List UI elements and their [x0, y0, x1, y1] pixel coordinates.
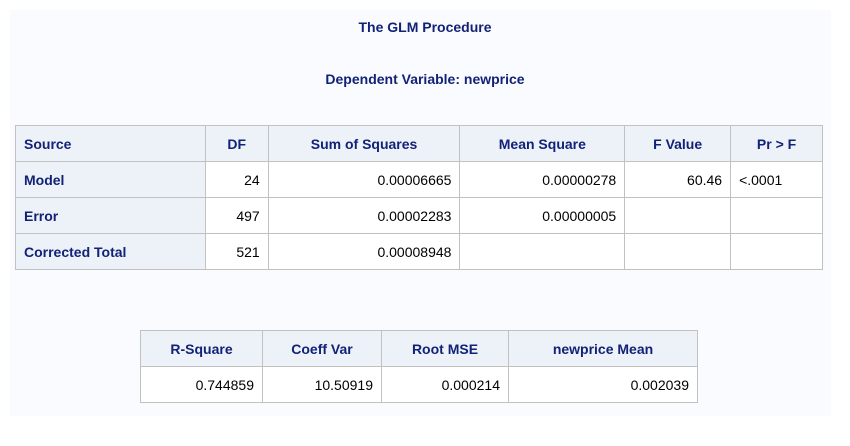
cell-sum-of-squares: 0.00006665	[267, 161, 461, 198]
anova-header-row: Source DF Sum of Squares Mean Square F V…	[15, 125, 823, 162]
cell-r-square: 0.744859	[140, 366, 263, 403]
header-root-mse: Root MSE	[381, 330, 509, 367]
cell-f-value	[624, 233, 732, 270]
header-df: DF	[204, 125, 269, 162]
header-source: Source	[15, 125, 206, 162]
cell-df: 497	[204, 197, 269, 234]
table-row: 0.744859 10.50919 0.000214 0.002039	[140, 366, 698, 403]
cell-sum-of-squares: 0.00008948	[267, 233, 461, 270]
cell-f-value: 60.46	[624, 161, 732, 198]
anova-table: Source DF Sum of Squares Mean Square F V…	[15, 125, 823, 270]
dependent-variable-title: Dependent Variable: newprice	[325, 71, 525, 87]
header-r-square: R-Square	[140, 330, 263, 367]
cell-df: 24	[204, 161, 269, 198]
cell-root-mse: 0.000214	[381, 366, 509, 403]
cell-pr-f	[730, 197, 823, 234]
cell-mean-square: 0.00000005	[459, 197, 626, 234]
table-row: Error 497 0.00002283 0.00000005	[15, 197, 823, 234]
table-row: Model 24 0.00006665 0.00000278 60.46 <.0…	[15, 161, 823, 198]
cell-coeff-var: 10.50919	[262, 366, 382, 403]
row-label-corrected-total: Corrected Total	[15, 233, 206, 270]
row-label-error: Error	[15, 197, 206, 234]
cell-f-value	[624, 197, 732, 234]
table-row: Corrected Total 521 0.00008948	[15, 233, 823, 270]
header-f-value: F Value	[624, 125, 732, 162]
cell-sum-of-squares: 0.00002283	[267, 197, 461, 234]
procedure-title: The GLM Procedure	[358, 19, 492, 35]
cell-pr-f: <.0001	[730, 161, 823, 198]
cell-pr-f	[730, 233, 823, 270]
header-sum-of-squares: Sum of Squares	[267, 125, 461, 162]
header-coeff-var: Coeff Var	[262, 330, 382, 367]
header-newprice-mean: newprice Mean	[508, 330, 698, 367]
cell-mean-square	[459, 233, 626, 270]
fit-statistics-table: R-Square Coeff Var Root MSE newprice Mea…	[140, 330, 698, 403]
cell-df: 521	[204, 233, 269, 270]
cell-mean-square: 0.00000278	[459, 161, 626, 198]
header-pr-f: Pr > F	[730, 125, 823, 162]
cell-newprice-mean: 0.002039	[508, 366, 698, 403]
header-mean-square: Mean Square	[459, 125, 626, 162]
fit-header-row: R-Square Coeff Var Root MSE newprice Mea…	[140, 330, 698, 367]
row-label-model: Model	[15, 161, 206, 198]
